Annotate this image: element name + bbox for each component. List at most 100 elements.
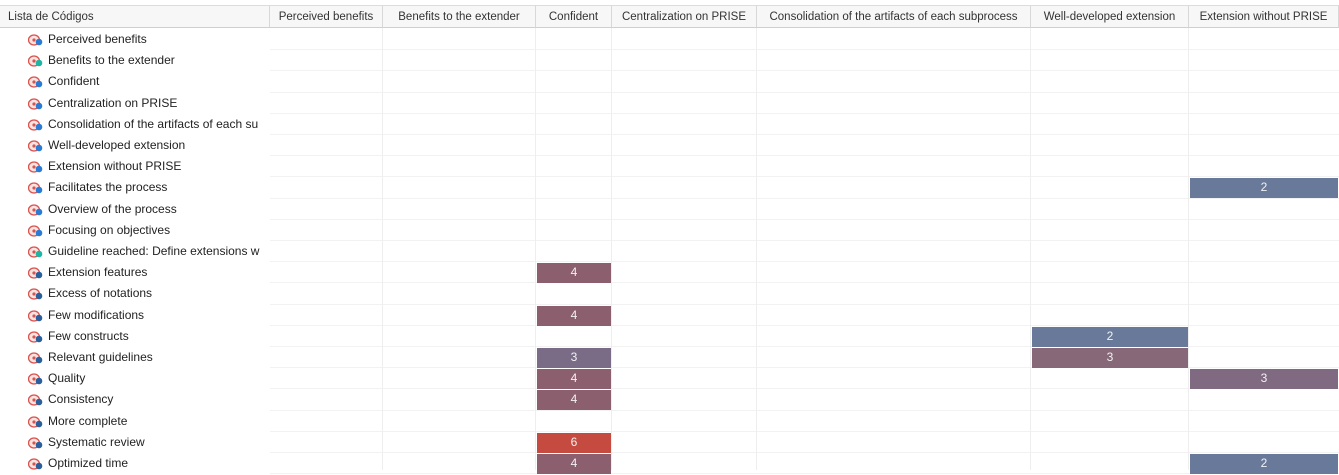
co-occurrence-cell[interactable]: 4 <box>537 454 611 474</box>
icon <box>27 288 43 301</box>
row-line <box>270 409 1339 411</box>
code-label[interactable]: Focusing on objectives <box>48 222 171 237</box>
code-icon <box>27 266 43 279</box>
co-occurrence-cell[interactable]: 3 <box>1190 369 1338 390</box>
code-label[interactable]: Consistency <box>48 392 114 407</box>
row-line <box>270 49 1339 51</box>
row-line <box>270 452 1339 453</box>
code-icon <box>27 33 43 46</box>
column-header[interactable]: Confident <box>536 5 612 28</box>
icon <box>27 373 43 385</box>
column-header[interactable]: Benefits to the extender <box>383 5 536 28</box>
code-label[interactable]: Extension features <box>48 265 148 280</box>
column-line <box>1030 28 1031 470</box>
co-occurrence-cell[interactable]: 4 <box>537 390 611 411</box>
column-header[interactable]: Centralization on PRISE <box>612 5 757 28</box>
icon <box>27 119 43 131</box>
column-header[interactable]: Consolidation of the artifacts of each s… <box>757 5 1031 28</box>
row-line <box>270 218 1339 220</box>
row-line <box>270 324 1339 326</box>
code-icon <box>27 330 43 343</box>
icon <box>27 182 43 195</box>
column-header[interactable]: Well-developed extension <box>1031 5 1189 28</box>
code-icon <box>27 287 43 301</box>
code-icon <box>27 245 43 258</box>
row-line <box>270 155 1339 157</box>
column-line <box>756 28 757 470</box>
code-label[interactable]: Extension without PRISE <box>48 159 182 174</box>
co-occurrence-cell[interactable]: 2 <box>1190 454 1338 474</box>
code-icon <box>27 97 43 110</box>
column-line <box>1188 28 1189 470</box>
code-label[interactable]: Centralization on PRISE <box>48 95 178 110</box>
code-label[interactable]: More complete <box>48 413 128 428</box>
icon <box>27 309 43 322</box>
icon <box>27 76 43 89</box>
code-label[interactable]: Optimized time <box>48 456 129 470</box>
co-occurrence-cell[interactable]: 3 <box>1032 348 1188 368</box>
co-occurrence-cell[interactable]: 2 <box>1032 326 1188 347</box>
co-occurrence-cell[interactable]: 2 <box>1190 178 1338 199</box>
co-occurrence-cell[interactable]: 4 <box>537 305 611 326</box>
code-label[interactable]: Relevant guidelines <box>48 350 153 364</box>
code-label[interactable]: Systematic review <box>48 434 145 449</box>
column-header[interactable]: Extension without PRISE <box>1189 5 1339 28</box>
row-line <box>270 430 1339 432</box>
icon <box>27 161 43 173</box>
row-line <box>270 91 1339 93</box>
code-label[interactable]: Few modifications <box>48 307 145 322</box>
icon <box>27 458 43 470</box>
code-label[interactable]: Guideline reached: Define extensions w <box>48 244 260 258</box>
code-icon <box>27 160 43 173</box>
code-icon <box>27 309 43 322</box>
row-line <box>270 134 1339 135</box>
code-icon <box>27 181 43 195</box>
code-label[interactable]: Quality <box>48 371 86 386</box>
code-icon <box>27 54 43 67</box>
code-icon <box>27 139 43 152</box>
row-line <box>270 261 1339 263</box>
code-icon <box>27 393 43 407</box>
code-label[interactable]: Perceived benefits <box>48 32 147 46</box>
code-icon <box>27 75 43 89</box>
code-label[interactable]: Confident <box>48 74 100 89</box>
column-line <box>382 28 383 470</box>
code-label[interactable]: Consolidation of the artifacts of each s… <box>48 116 259 131</box>
row-line <box>270 473 1339 475</box>
corner-header: Lista de Códigos <box>0 5 270 28</box>
co-occurrence-cell[interactable]: 6 <box>537 432 611 453</box>
icon <box>27 394 43 407</box>
code-label[interactable]: Excess of notations <box>48 286 153 301</box>
row-line <box>270 303 1339 305</box>
icon <box>27 55 43 67</box>
co-occurrence-cell[interactable]: 4 <box>537 263 611 284</box>
code-icon <box>27 457 43 470</box>
code-icon <box>27 436 43 449</box>
row-line <box>270 70 1339 72</box>
code-label[interactable]: Well-developed extension <box>48 138 186 152</box>
icon <box>27 267 43 279</box>
code-label[interactable]: Benefits to the extender <box>48 53 175 68</box>
code-icon <box>27 224 43 237</box>
icon <box>27 225 43 237</box>
icon <box>27 415 43 428</box>
code-icon <box>27 415 43 428</box>
code-label[interactable]: Overview of the process <box>48 201 177 216</box>
row-line <box>270 282 1339 284</box>
column-line <box>611 28 612 470</box>
co-occurrence-cell[interactable]: 3 <box>537 348 611 368</box>
co-occurrence-cell[interactable]: 4 <box>537 369 611 390</box>
row-line <box>270 176 1339 178</box>
code-icon <box>27 351 43 364</box>
row-line <box>270 197 1339 199</box>
icon <box>27 331 43 343</box>
icon <box>27 437 43 449</box>
code-label[interactable]: Few constructs <box>48 328 129 343</box>
row-line <box>270 112 1339 114</box>
row-line <box>270 240 1339 241</box>
column-header[interactable]: Perceived benefits <box>270 5 383 28</box>
code-label[interactable]: Facilitates the process <box>48 180 168 195</box>
icon <box>27 246 43 258</box>
row-line <box>270 367 1339 369</box>
